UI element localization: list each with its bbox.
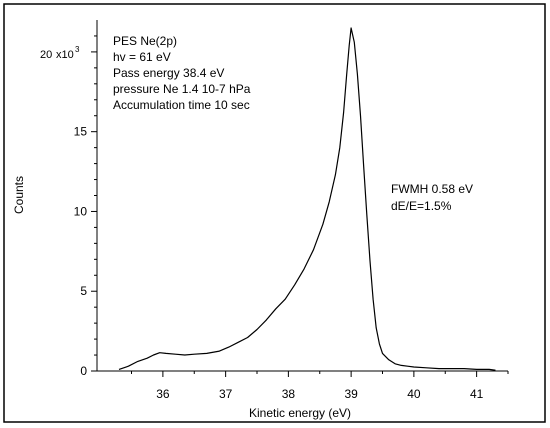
y-tick-label: 0 <box>80 364 87 378</box>
y-tick-label: 15 <box>74 125 88 139</box>
annotation-line-1: PES Ne(2p) <box>113 34 177 48</box>
annotation-line-5: Accumulation time 10 sec <box>113 98 250 112</box>
annotation-line-2: hv = 61 eV <box>113 50 171 64</box>
annotation-line-3: Pass energy 38.4 eV <box>113 66 224 80</box>
annotation-line-4: pressure Ne 1.4 10-7 hPa <box>113 82 251 96</box>
series-line <box>118 27 496 371</box>
x-axis-label: Kinetic energy (eV) <box>249 406 351 420</box>
x-tick-label: 39 <box>344 387 358 401</box>
x-tick-label: 41 <box>470 387 484 401</box>
x-tick-label: 37 <box>219 387 233 401</box>
y-tick-label: 5 <box>80 284 87 298</box>
y-tick-label: 10 <box>74 204 88 218</box>
y-axis-label: Counts <box>12 176 26 214</box>
outer-frame <box>3 3 546 423</box>
x-tick-label: 36 <box>156 387 170 401</box>
x-tick-label: 38 <box>282 387 296 401</box>
resolution-annotation: dE/E=1.5% <box>391 199 452 213</box>
y-scale-exponent: 3 <box>75 45 80 54</box>
y-scale-prefix: 20 <box>40 49 52 61</box>
y-scale-label: x10 <box>56 49 74 61</box>
fwhm-annotation: FWMH 0.58 eV <box>391 182 473 196</box>
x-tick-label: 40 <box>407 387 421 401</box>
